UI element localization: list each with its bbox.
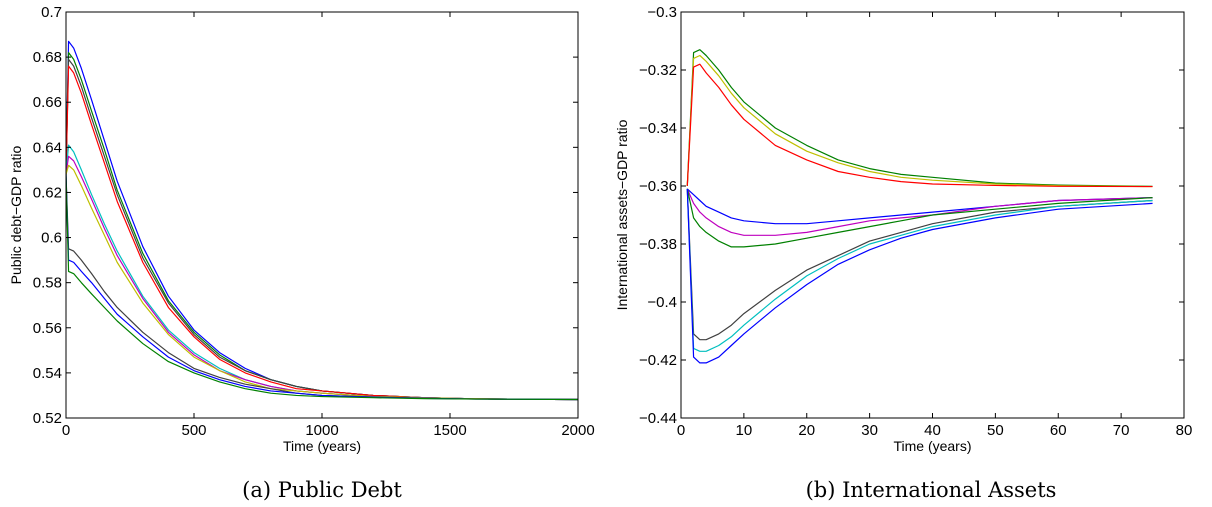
x-tick-label: 40	[924, 422, 941, 439]
series-line-9	[686, 188, 1153, 364]
x-tick-label: 500	[181, 422, 206, 439]
y-tick-label: 0.6	[41, 230, 62, 247]
y-tick-label: −0.4	[647, 294, 677, 311]
plot-area	[66, 12, 578, 418]
x-tick-label: 20	[798, 422, 815, 439]
x-tick-label: 1000	[305, 422, 338, 439]
series-line-7	[686, 188, 1153, 341]
y-tick-label: −0.32	[639, 62, 677, 79]
x-tick-label: 0	[677, 422, 685, 439]
series-line-3	[686, 63, 1153, 188]
y-tick-label: 0.54	[33, 365, 62, 382]
y-tick-label: −0.36	[639, 178, 677, 195]
x-tick-label: 0	[62, 422, 70, 439]
x-tick-label: 2000	[561, 422, 594, 439]
international-assets-chart: (b) International Assets 0 10 20 30 40 50 60 70…	[614, 4, 1192, 502]
x-tick-label: 30	[861, 422, 878, 439]
y-tick-label: −0.44	[639, 410, 677, 427]
series-group	[686, 49, 1153, 364]
y-tick-label: 0.66	[33, 94, 62, 111]
y-tick-label: 0.68	[33, 49, 62, 66]
y-tick-label: 0.62	[33, 184, 62, 201]
y-axis-label: Public debt−GDP ratio	[8, 145, 24, 284]
x-axis-label: Time (years)	[283, 438, 361, 454]
y-tick-label: 0.56	[33, 320, 62, 337]
y-tick-label: −0.34	[639, 120, 677, 137]
series-line-10	[66, 174, 578, 401]
series-line-6	[686, 188, 1153, 248]
series-line-8	[686, 188, 1153, 352]
series-line-4	[686, 188, 1153, 225]
series-line-1	[686, 49, 1153, 187]
x-axis-label: Time (years)	[893, 438, 971, 454]
y-tick-label: 0.52	[33, 410, 62, 427]
y-tick-label: 0.58	[33, 275, 62, 292]
y-tick-label: −0.38	[639, 236, 677, 253]
series-line-5	[686, 188, 1153, 236]
series-line-2	[686, 54, 1153, 188]
x-tick-label: 1500	[433, 422, 466, 439]
x-tick-label: 10	[736, 422, 753, 439]
y-tick-label: −0.42	[639, 352, 677, 369]
y-axis-label: International assets−GDP ratio	[614, 119, 630, 310]
public-debt-chart: (a) Public Debt 0 500 1000 1500 2000 0.52 0.54…	[8, 4, 595, 502]
caption-public-debt: (a) Public Debt	[242, 478, 402, 502]
y-tick-label: 0.7	[41, 4, 62, 21]
x-tick-label: 80	[1176, 422, 1193, 439]
series-group	[66, 40, 578, 401]
x-tick-label: 60	[1050, 422, 1067, 439]
caption-international-assets: (b) International Assets	[806, 478, 1057, 502]
y-tick-label: −0.3	[647, 4, 677, 21]
y-tick-label: 0.64	[33, 139, 62, 156]
x-tick-label: 50	[987, 422, 1004, 439]
x-tick-label: 70	[1113, 422, 1130, 439]
